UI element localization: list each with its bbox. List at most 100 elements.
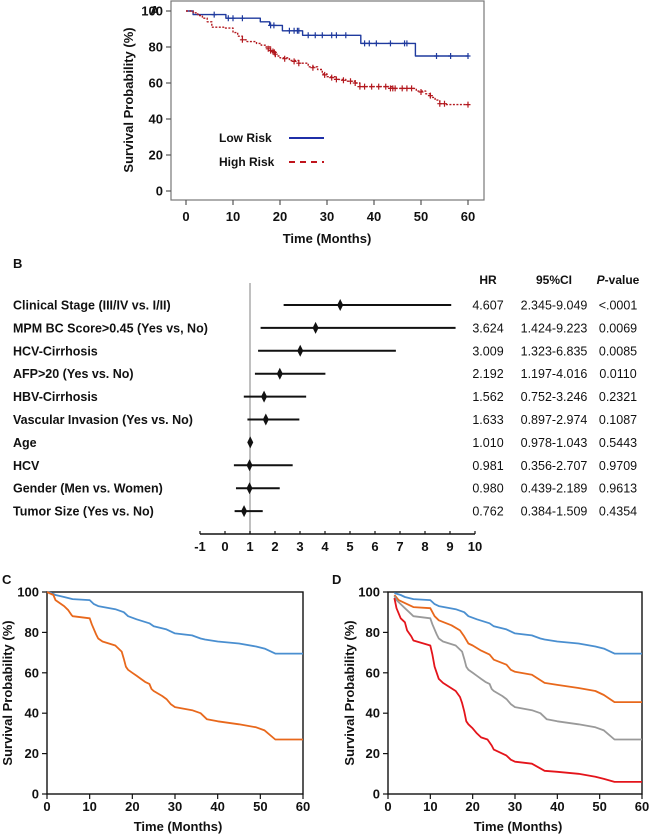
panel-a-xtick-label: 30: [320, 209, 334, 224]
forest-row-label: MPM BC Score>0.45 (Yes vs, No): [13, 321, 208, 335]
forest-row: HBV-Cirrhosis 1.562 0.752-3.246 0.2321: [13, 390, 637, 404]
panel-a-censor-mark: [383, 83, 389, 90]
forest-ci-value: 1.197-4.016: [521, 367, 588, 381]
panel-a-censor-mark: [319, 32, 325, 39]
panel-c-frame: [46, 591, 304, 795]
panel-a-censor-mark: [343, 32, 349, 39]
panel-a-censor-mark: [465, 53, 471, 59]
panel-a-xtick-label: 20: [273, 209, 287, 224]
forest-xtick-label: 0: [221, 539, 228, 554]
panel-a-censor-mark: [418, 89, 424, 95]
panel-c-xtick-label: 60: [296, 799, 310, 814]
panel-d-ytick-label: 20: [366, 746, 380, 761]
panel-a-censor-mark: [333, 32, 339, 39]
panel-c-xtick-label: 0: [43, 799, 50, 814]
forest-row-label: Age: [13, 436, 37, 450]
panel-c-xtick-label: 10: [82, 799, 96, 814]
panel-a-xlabel: Time (Months): [283, 231, 372, 246]
forest-ci-value: 0.752-3.246: [521, 390, 588, 404]
forest-hr-value: 3.624: [472, 321, 503, 335]
forest-row: HCV 0.981 0.356-2.707 0.9709: [13, 459, 637, 473]
panel-a-xtick-label: 40: [367, 209, 381, 224]
forest-header-pvalue: P-value: [597, 273, 640, 287]
panel-a-censor-mark: [272, 51, 278, 58]
forest-p-value: 0.9709: [599, 459, 637, 473]
panel-a-censor-mark: [373, 40, 379, 47]
panel-d-xtick-label: 50: [592, 799, 606, 814]
legend-low-risk-label: Low Risk: [219, 131, 272, 145]
panel-c-ytick-label: 80: [25, 625, 39, 640]
panel-c-xlabel: Time (Months): [134, 819, 223, 834]
forest-p-value: 0.1087: [599, 413, 637, 427]
panel-a-censor-mark: [310, 64, 316, 71]
legend-high-risk-label: High Risk: [219, 155, 275, 169]
panel-c-ylabel: Survival Probability (%): [0, 620, 15, 765]
forest-p-value: 0.0110: [599, 367, 636, 381]
forest-hr-value: 1.562: [472, 390, 503, 404]
panel-a-ytick-label: 40: [149, 112, 163, 127]
panel-a-censor-mark: [366, 40, 372, 47]
forest-xtick-label: 1: [246, 539, 253, 554]
panel-a-censor-mark: [437, 100, 443, 107]
panel-a-censor-mark: [465, 101, 471, 108]
panel-a-censor-mark: [362, 83, 368, 90]
panel-c-series-blue: [46, 591, 303, 655]
panel-c-ytick-label: 100: [17, 585, 39, 600]
forest-ci-value: 0.439-2.189: [521, 482, 588, 496]
panel-c-xtick-label: 20: [125, 799, 139, 814]
forest-xtick-label: 2: [271, 539, 278, 554]
panel-a-series-high-risk: [186, 10, 468, 106]
forest-hr-marker: [247, 436, 254, 449]
panel-c-ytick-label: 20: [25, 746, 39, 761]
forest-row: Vascular Invasion (Yes vs. No) 1.633 0.897…: [13, 413, 637, 427]
panel-c-xtick-label: 50: [253, 799, 267, 814]
panel-a-censor-mark: [409, 85, 415, 92]
forest-xtick-label: 10: [468, 539, 482, 554]
panel-a-ytick-label: 20: [149, 148, 163, 163]
panel-d-series-gray: [393, 595, 642, 741]
panel-d-ytick-label: 100: [358, 585, 380, 600]
panel-a-censor-mark: [340, 77, 346, 84]
forest-hr-marker: [262, 413, 269, 426]
panel-d-ytick-label: 80: [366, 625, 380, 640]
panel-a-censor-mark: [376, 83, 382, 90]
forest-hr-value: 4.607: [472, 299, 503, 313]
forest-row-label: HCV-Cirrhosis: [13, 344, 98, 358]
forest-xtick-label: 6: [371, 539, 378, 554]
panel-c-km-plot: 0 20 40 60 80 100 0 10 20 30 40 50 60 Survival Proba…: [0, 585, 310, 835]
panel-a-censor-mark: [348, 78, 353, 85]
panel-a-censor-mark: [362, 40, 368, 47]
panel-a-censor-mark: [427, 92, 433, 99]
forest-hr-marker: [276, 367, 283, 380]
panel-d-xtick-label: 60: [635, 799, 649, 814]
forest-header-ci: 95%CI: [536, 273, 572, 287]
forest-row: Gender (Men vs. Women) 0.980 0.439-2.189 0.…: [13, 482, 637, 496]
forest-ci-value: 1.424-9.223: [521, 321, 588, 335]
panel-a-censor-mark: [305, 32, 311, 39]
forest-hr-value: 0.762: [472, 505, 503, 519]
panel-a-xtick-label: 50: [414, 209, 428, 224]
panel-a-censor-mark: [399, 85, 405, 92]
panel-d-xtick-label: 40: [550, 799, 564, 814]
panel-a-censor-mark: [404, 40, 410, 47]
panel-d-series-orange: [393, 594, 642, 703]
panel-a-censor-mark: [387, 40, 393, 47]
panel-d-km-plot: 0 20 40 60 80 100 0 10 20 30 40 50 60 Survival Proba…: [342, 585, 649, 835]
panel-a-xtick-label: 10: [226, 209, 240, 224]
panel-d-xlabel: Time (Months): [474, 819, 563, 834]
forest-ci-value: 0.384-1.509: [521, 505, 588, 519]
panel-a-censor-mark: [352, 80, 358, 86]
forest-p-value: 0.0085: [599, 344, 637, 358]
panel-a-censor-mark: [329, 32, 335, 39]
panel-d-ylabel: Survival Probability (%): [342, 620, 357, 765]
forest-row-label: Gender (Men vs. Women): [13, 482, 163, 496]
forest-p-value: 0.0069: [599, 321, 637, 335]
panel-a-censor-mark: [434, 53, 440, 59]
forest-hr-value: 2.192: [472, 367, 503, 381]
panel-d-ytick-label: 40: [366, 706, 380, 721]
forest-hr-value: 1.010: [472, 436, 503, 450]
forest-row-label: HBV-Cirrhosis: [13, 390, 98, 404]
panel-d-series-red: [393, 597, 642, 783]
forest-ci-value: 0.897-2.974: [521, 413, 588, 427]
forest-row: MPM BC Score>0.45 (Yes vs, No) 3.624 1.424…: [13, 321, 637, 335]
